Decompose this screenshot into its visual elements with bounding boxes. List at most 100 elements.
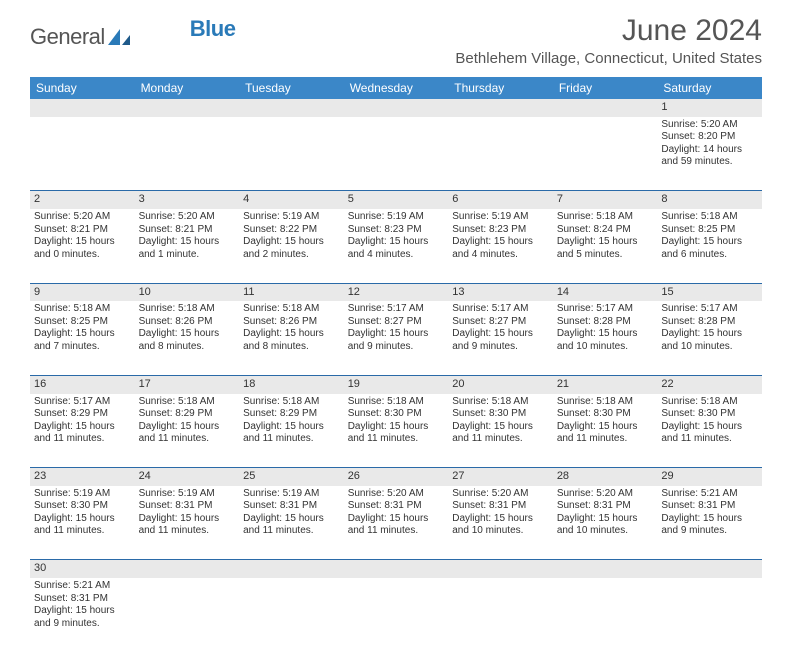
day-cell: Sunrise: 5:17 AMSunset: 8:28 PMDaylight:…: [553, 301, 658, 375]
sunrise-line: Sunrise: 5:17 AM: [661, 303, 758, 316]
sunrise-line: Sunrise: 5:20 AM: [348, 488, 445, 501]
sunrise-line: Sunrise: 5:19 AM: [243, 211, 340, 224]
daynum-row: 16171819202122: [30, 375, 762, 393]
daylight-line: Daylight: 15 hours and 10 minutes.: [452, 513, 549, 538]
day-cell: Sunrise: 5:18 AMSunset: 8:25 PMDaylight:…: [30, 301, 135, 375]
sunrise-line: Sunrise: 5:17 AM: [557, 303, 654, 316]
day-number-cell: 16: [30, 375, 135, 393]
day-number-cell: 19: [344, 375, 449, 393]
day-number-cell: 26: [344, 468, 449, 486]
sunset-line: Sunset: 8:26 PM: [139, 316, 236, 329]
sunset-line: Sunset: 8:30 PM: [661, 408, 758, 421]
daylight-line: Daylight: 14 hours and 59 minutes.: [661, 144, 758, 169]
day-cell: Sunrise: 5:18 AMSunset: 8:30 PMDaylight:…: [344, 394, 449, 468]
sunrise-line: Sunrise: 5:20 AM: [34, 211, 131, 224]
day-cell: Sunrise: 5:18 AMSunset: 8:29 PMDaylight:…: [135, 394, 240, 468]
day-cell: [135, 578, 240, 652]
day-cell: [448, 117, 553, 191]
sunrise-line: Sunrise: 5:21 AM: [34, 580, 131, 593]
day-cell: Sunrise: 5:17 AMSunset: 8:27 PMDaylight:…: [344, 301, 449, 375]
daynum-row: 23242526272829: [30, 468, 762, 486]
day-cell: [344, 578, 449, 652]
daynum-row: 1: [30, 99, 762, 117]
sunset-line: Sunset: 8:22 PM: [243, 224, 340, 237]
day-cell: [239, 578, 344, 652]
day-number-cell: 5: [344, 191, 449, 209]
daylight-line: Daylight: 15 hours and 10 minutes.: [557, 328, 654, 353]
sunrise-line: Sunrise: 5:20 AM: [661, 119, 758, 132]
daylight-line: Daylight: 15 hours and 4 minutes.: [348, 236, 445, 261]
sunrise-line: Sunrise: 5:17 AM: [34, 396, 131, 409]
day-number-cell: 14: [553, 283, 658, 301]
day-cell: Sunrise: 5:18 AMSunset: 8:30 PMDaylight:…: [553, 394, 658, 468]
week-row: Sunrise: 5:18 AMSunset: 8:25 PMDaylight:…: [30, 301, 762, 375]
day-cell: Sunrise: 5:19 AMSunset: 8:30 PMDaylight:…: [30, 486, 135, 560]
day-cell: Sunrise: 5:20 AMSunset: 8:31 PMDaylight:…: [553, 486, 658, 560]
day-number-cell: 13: [448, 283, 553, 301]
day-cell: Sunrise: 5:21 AMSunset: 8:31 PMDaylight:…: [657, 486, 762, 560]
day-cell: Sunrise: 5:18 AMSunset: 8:26 PMDaylight:…: [239, 301, 344, 375]
sunrise-line: Sunrise: 5:18 AM: [243, 396, 340, 409]
day-number-cell: 8: [657, 191, 762, 209]
day-cell: [448, 578, 553, 652]
day-number-cell: [135, 560, 240, 578]
day-number-cell: [657, 560, 762, 578]
weekday-header-row: Sunday Monday Tuesday Wednesday Thursday…: [30, 77, 762, 99]
day-number-cell: [553, 99, 658, 117]
day-cell: Sunrise: 5:18 AMSunset: 8:29 PMDaylight:…: [239, 394, 344, 468]
daylight-line: Daylight: 15 hours and 9 minutes.: [661, 513, 758, 538]
sunset-line: Sunset: 8:29 PM: [34, 408, 131, 421]
sunset-line: Sunset: 8:21 PM: [139, 224, 236, 237]
day-number-cell: 27: [448, 468, 553, 486]
week-row: Sunrise: 5:19 AMSunset: 8:30 PMDaylight:…: [30, 486, 762, 560]
sunrise-line: Sunrise: 5:18 AM: [348, 396, 445, 409]
day-cell: Sunrise: 5:18 AMSunset: 8:24 PMDaylight:…: [553, 209, 658, 283]
day-number-cell: [239, 99, 344, 117]
weekday-monday: Monday: [135, 77, 240, 99]
sunrise-line: Sunrise: 5:18 AM: [661, 396, 758, 409]
day-number-cell: 2: [30, 191, 135, 209]
day-number-cell: 25: [239, 468, 344, 486]
day-number-cell: [448, 560, 553, 578]
sunrise-line: Sunrise: 5:19 AM: [34, 488, 131, 501]
daylight-line: Daylight: 15 hours and 11 minutes.: [243, 513, 340, 538]
location-label: Bethlehem Village, Connecticut, United S…: [455, 50, 762, 67]
sunset-line: Sunset: 8:30 PM: [348, 408, 445, 421]
day-cell: [553, 578, 658, 652]
day-cell: [553, 117, 658, 191]
daylight-line: Daylight: 15 hours and 10 minutes.: [661, 328, 758, 353]
daylight-line: Daylight: 15 hours and 9 minutes.: [452, 328, 549, 353]
week-row: Sunrise: 5:20 AM Sunset: 8:21 PM Daylight:…: [30, 209, 762, 283]
daylight-line: Daylight: 15 hours and 4 minutes.: [452, 236, 549, 261]
day-cell: Sunrise: 5:18 AMSunset: 8:30 PMDaylight:…: [448, 394, 553, 468]
day-cell: Sunrise: 5:21 AMSunset: 8:31 PMDaylight:…: [30, 578, 135, 652]
sunset-line: Sunset: 8:31 PM: [557, 500, 654, 513]
sunrise-line: Sunrise: 5:18 AM: [34, 303, 131, 316]
daylight-line: Daylight: 15 hours and 11 minutes.: [452, 421, 549, 446]
day-number-cell: 18: [239, 375, 344, 393]
daylight-line: Daylight: 15 hours and 9 minutes.: [348, 328, 445, 353]
day-cell: Sunrise: 5:19 AMSunset: 8:31 PMDaylight:…: [239, 486, 344, 560]
week-row: Sunrise: 5:17 AMSunset: 8:29 PM Daylight:…: [30, 394, 762, 468]
day-number-cell: 15: [657, 283, 762, 301]
day-number-cell: [344, 560, 449, 578]
day-number-cell: 24: [135, 468, 240, 486]
daylight-line: Daylight: 15 hours and 6 minutes.: [661, 236, 758, 261]
day-number-cell: [239, 560, 344, 578]
sunrise-line: Sunrise: 5:17 AM: [452, 303, 549, 316]
sunset-line: Sunset: 8:31 PM: [452, 500, 549, 513]
sunrise-line: Sunrise: 5:17 AM: [348, 303, 445, 316]
daylight-line: Daylight: 15 hours and 2 minutes.: [243, 236, 340, 261]
sunset-line: Sunset: 8:26 PM: [243, 316, 340, 329]
sunrise-line: Sunrise: 5:19 AM: [348, 211, 445, 224]
sunrise-line: Sunrise: 5:20 AM: [557, 488, 654, 501]
daylight-line: Daylight: 15 hours and 9 minutes.: [34, 605, 131, 630]
sunrise-line: Sunrise: 5:18 AM: [139, 396, 236, 409]
sunrise-line: Sunrise: 5:20 AM: [452, 488, 549, 501]
day-number-cell: 6: [448, 191, 553, 209]
day-number-cell: 21: [553, 375, 658, 393]
daylight-line: Daylight: 15 hours and 11 minutes.: [139, 421, 236, 446]
sunset-line: Sunset: 8:27 PM: [452, 316, 549, 329]
day-cell: [344, 117, 449, 191]
day-number-cell: 9: [30, 283, 135, 301]
